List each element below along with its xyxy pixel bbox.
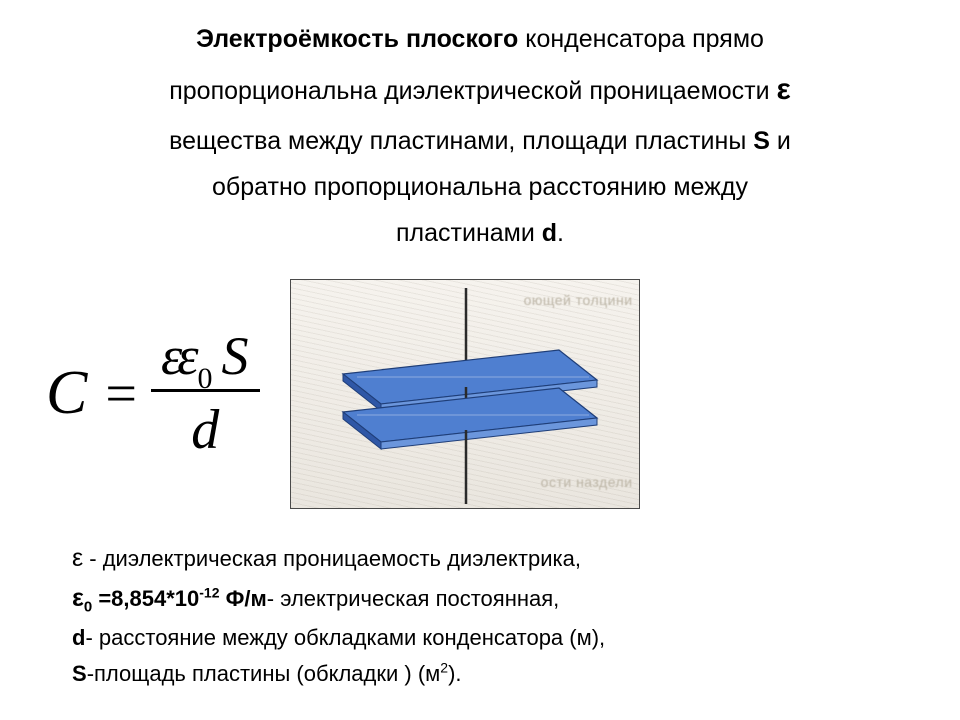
legend-eps0-sym: ε	[72, 584, 84, 612]
legend-eps0: ε0 =8,854*10-12 Ф/м	[72, 586, 267, 611]
legend-eps0-sub: 0	[84, 599, 92, 616]
legend-line-1: ε - диэлектрическая проницаемость диэлек…	[72, 539, 948, 578]
legend-l4-close: ).	[448, 661, 461, 686]
formula-eps2: ε	[177, 325, 199, 387]
intro-plain-6: пластинами	[396, 219, 542, 247]
intro-plain-2: пропорциональна диэлектрической проницае…	[169, 77, 776, 105]
legend-l4-text: -площадь пластины (обкладки ) (м	[87, 661, 441, 686]
formula-equals: =	[105, 362, 137, 426]
formula-C: C	[46, 358, 87, 429]
intro-plain-5: обратно пропорциональна расстоянию между	[212, 173, 748, 201]
legend-eps0-sup: -12	[199, 585, 219, 601]
formula-numerator: ε ε 0 S	[151, 325, 260, 389]
intro-paragraph: Электроёмкость плоского конденсатора пря…	[12, 16, 948, 257]
intro-plain-3: вещества между пластинами, площади пласт…	[169, 127, 753, 155]
formula-S: S	[222, 325, 250, 387]
legend-block: ε - диэлектрическая проницаемость диэлек…	[72, 539, 948, 692]
intro-plain-1: конденсатора прямо	[518, 25, 764, 53]
legend-S: S	[72, 661, 87, 686]
legend-eps0-val: =8,854*10	[92, 586, 199, 611]
legend-eps0-unit: Ф/м	[220, 586, 267, 611]
legend-d: d	[72, 625, 85, 650]
intro-plain-4: и	[770, 127, 791, 155]
intro-bold-1: Электроёмкость плоского	[196, 25, 518, 53]
d-symbol: d	[542, 219, 557, 247]
formula-sub-zero: 0	[198, 362, 214, 396]
legend-line-3: d- расстояние между обкладками конденсат…	[72, 621, 948, 655]
intro-period: .	[557, 219, 564, 247]
legend-line-2: ε0 =8,854*10-12 Ф/м- электрическая посто…	[72, 579, 948, 619]
formula-denominator: d	[181, 392, 229, 462]
legend-eps: ε	[72, 544, 83, 572]
formula-fraction: ε ε 0 S d	[151, 325, 260, 462]
capacitance-formula: C = ε ε 0 S d	[46, 325, 260, 462]
middle-row: C = ε ε 0 S d оющей толцини ости наздели	[12, 279, 948, 509]
legend-l3-text: - расстояние между обкладками конденсато…	[85, 625, 605, 650]
capacitor-diagram-svg	[291, 280, 641, 510]
epsilon-symbol: ε	[777, 73, 791, 106]
capacitor-figure: оющей толцини ости наздели	[290, 279, 640, 509]
legend-line-4: S-площадь пластины (обкладки ) (м2).	[72, 657, 948, 691]
S-symbol: S	[753, 127, 770, 155]
legend-l2-text: - электрическая постоянная,	[267, 586, 559, 611]
legend-l1-text: - диэлектрическая проницаемость диэлектр…	[83, 546, 581, 571]
legend-l4-sup: 2	[440, 660, 448, 676]
formula-block: C = ε ε 0 S d	[46, 325, 260, 462]
